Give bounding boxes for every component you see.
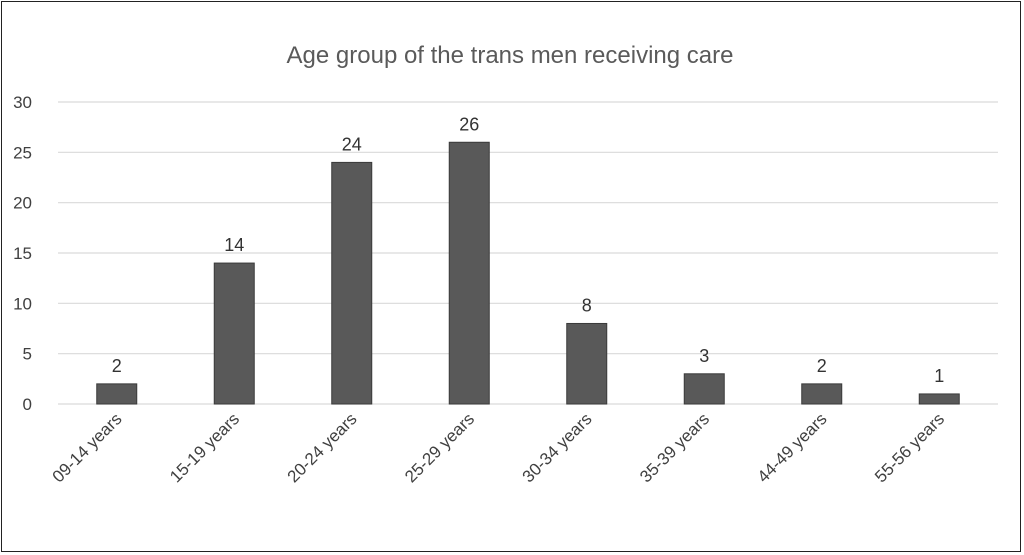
bar [213,262,255,405]
data-label: 24 [342,134,362,154]
y-tick-label: 20 [13,194,32,213]
bars [96,141,960,405]
bar [448,141,490,405]
chart-title: Age group of the trans men receiving car… [286,42,734,69]
bar [918,393,960,405]
gridlines [58,101,998,405]
data-label: 2 [817,356,827,376]
x-axis-ticks: 09-14 years 15-19 years 20-24 years 25-29 y… [49,409,948,486]
bar [683,373,725,405]
x-tick-label: 44-49 years [754,409,831,486]
data-label: 1 [934,366,944,386]
data-label: 26 [459,114,479,134]
bar [801,383,843,405]
data-label: 14 [224,235,244,255]
y-tick-label: 0 [23,395,32,414]
x-tick-label: 25-29 years [401,409,478,486]
bar [331,161,373,405]
y-tick-label: 10 [13,294,32,313]
data-label: 2 [112,356,122,376]
bar [96,383,138,405]
y-tick-label: 25 [13,143,32,162]
x-tick-label: 55-56 years [871,409,948,486]
y-axis-ticks: 0 5 10 15 20 25 30 [13,93,32,414]
x-tick-label: 09-14 years [49,409,126,486]
data-labels: 2 14 24 26 8 3 2 1 [112,114,945,386]
x-tick-label: 35-39 years [636,409,713,486]
data-label: 3 [699,346,709,366]
x-tick-label: 20-24 years [284,409,361,486]
y-tick-label: 30 [13,93,32,112]
y-tick-label: 15 [13,244,32,263]
x-tick-label: 15-19 years [166,409,243,486]
data-label: 8 [582,295,592,315]
bar [566,322,608,405]
x-tick-label: 30-34 years [519,409,596,486]
y-tick-label: 5 [23,345,32,364]
